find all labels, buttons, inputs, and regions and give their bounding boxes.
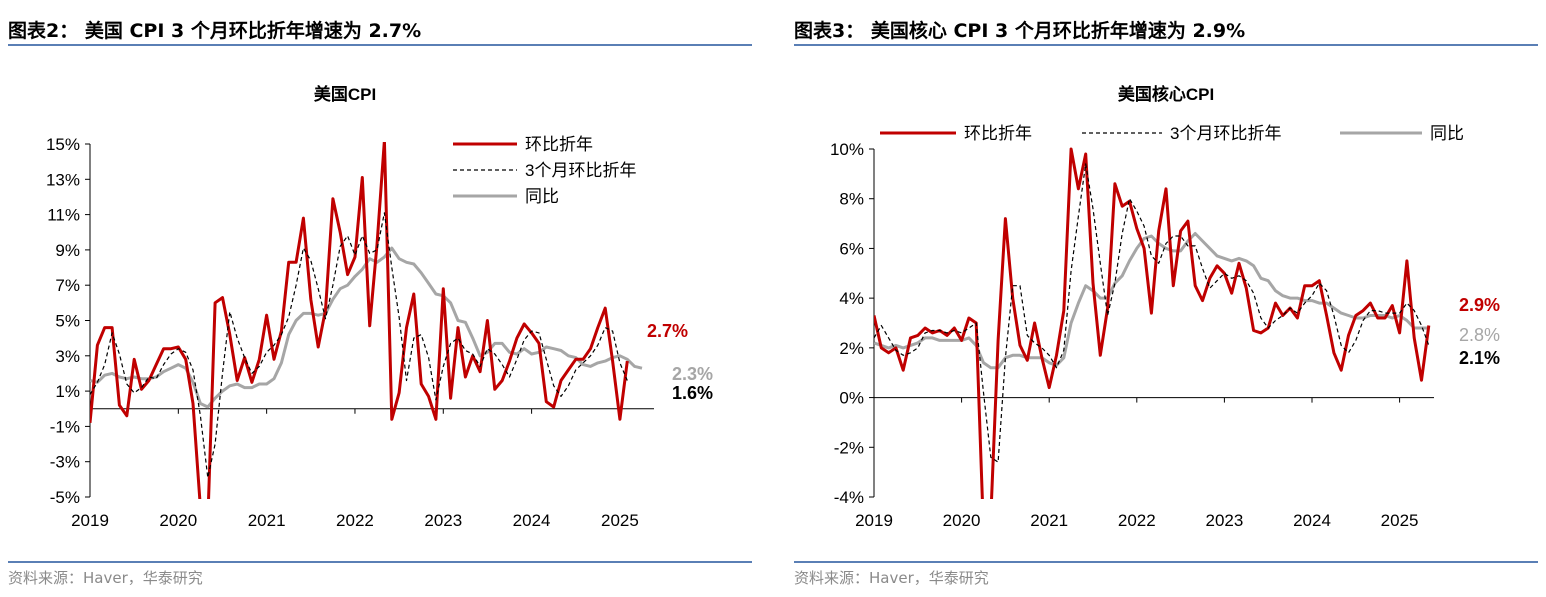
footer-rule — [8, 561, 752, 563]
legend-label: 同比 — [1430, 124, 1464, 143]
figure-title: 图表3： 美国核心 CPI 3 个月环比折年增速为 2.9% — [794, 20, 1246, 42]
y-tick-label: -3% — [50, 453, 80, 472]
legend-label: 环比折年 — [964, 124, 1032, 143]
x-tick-label: 2020 — [159, 511, 197, 530]
y-tick-label: 9% — [55, 241, 80, 260]
x-tick-label: 2025 — [601, 511, 639, 530]
x-tick-label: 2023 — [424, 511, 462, 530]
series-line-3m — [874, 163, 1430, 463]
y-tick-label: 0% — [839, 389, 864, 408]
source-note: 资料来源：Haver，华泰研究 — [8, 569, 203, 587]
x-tick-label: 2024 — [1293, 511, 1331, 530]
end-value-label: 2.3% — [672, 364, 713, 384]
y-tick-label: 8% — [839, 190, 864, 209]
x-tick-label: 2019 — [71, 511, 109, 530]
y-tick-label: 11% — [47, 206, 80, 225]
chart-title: 美国CPI — [314, 84, 376, 104]
x-tick-label: 2025 — [1381, 511, 1419, 530]
y-tick-label: 6% — [839, 239, 864, 258]
end-value-label: 2.8% — [1459, 325, 1500, 345]
series-line-mom — [874, 147, 1431, 499]
y-tick-label: -5% — [50, 488, 80, 507]
x-tick-label: 2023 — [1205, 511, 1243, 530]
chart-title: 美国核心CPI — [1118, 84, 1214, 104]
y-tick-label: 15% — [46, 135, 80, 154]
y-tick-label: 7% — [55, 276, 80, 295]
legend-label: 同比 — [525, 187, 559, 206]
series-line-3m — [90, 212, 628, 479]
x-tick-label: 2022 — [336, 511, 374, 530]
footer-rule — [794, 561, 1538, 563]
figure-core-cpi: 图表3： 美国核心 CPI 3 个月环比折年增速为 2.9% 美国核心CPI 10… — [794, 0, 1544, 597]
y-tick-label: -2% — [834, 438, 864, 457]
title-rule — [794, 44, 1538, 46]
y-tick-label: -4% — [834, 488, 864, 507]
x-tick-label: 2021 — [1030, 511, 1068, 530]
x-tick-label: 2021 — [248, 511, 286, 530]
figure-title: 图表2： 美国 CPI 3 个月环比折年增速为 2.7% — [8, 20, 422, 42]
y-tick-label: 5% — [55, 312, 80, 331]
end-value-label: 2.7% — [647, 321, 688, 341]
core-cpi-chart: 美国核心CPI 10% 8% 6% 4% 2% 0% -2% -4% 2019 2020 2021 20… — [830, 84, 1500, 530]
legend-label: 3个月环比折年 — [525, 161, 636, 180]
y-tick-label: 10% — [830, 140, 864, 159]
y-tick-label: 13% — [46, 170, 80, 189]
x-tick-label: 2019 — [855, 511, 893, 530]
x-tick-label: 2022 — [1118, 511, 1156, 530]
end-value-label: 2.1% — [1459, 348, 1500, 368]
end-value-label: 2.9% — [1459, 295, 1500, 315]
legend-label: 环比折年 — [525, 135, 593, 154]
y-tick-label: 4% — [839, 289, 864, 308]
x-tick-label: 2020 — [943, 511, 981, 530]
series-line-yoy — [874, 232, 1429, 370]
end-value-label: 1.6% — [672, 383, 713, 403]
title-rule — [8, 44, 752, 46]
source-note: 资料来源：Haver，华泰研究 — [794, 569, 989, 587]
x-tick-label: 2024 — [513, 511, 551, 530]
legend-label: 3个月环比折年 — [1170, 124, 1281, 143]
figure-cpi: 图表2： 美国 CPI 3 个月环比折年增速为 2.7% 美国CPI 15% 13%… — [8, 0, 758, 597]
y-tick-label: -1% — [50, 417, 80, 436]
y-tick-label: 2% — [839, 339, 864, 358]
cpi-chart: 美国CPI 15% 13% 11% 9% 7% 5% 3% 1% -1% -3% -5% 2019 202… — [46, 84, 713, 530]
legend: 环比折年 3个月环比折年 同比 — [880, 124, 1464, 143]
y-tick-label: 1% — [55, 382, 80, 401]
y-tick-label: 3% — [55, 347, 80, 366]
